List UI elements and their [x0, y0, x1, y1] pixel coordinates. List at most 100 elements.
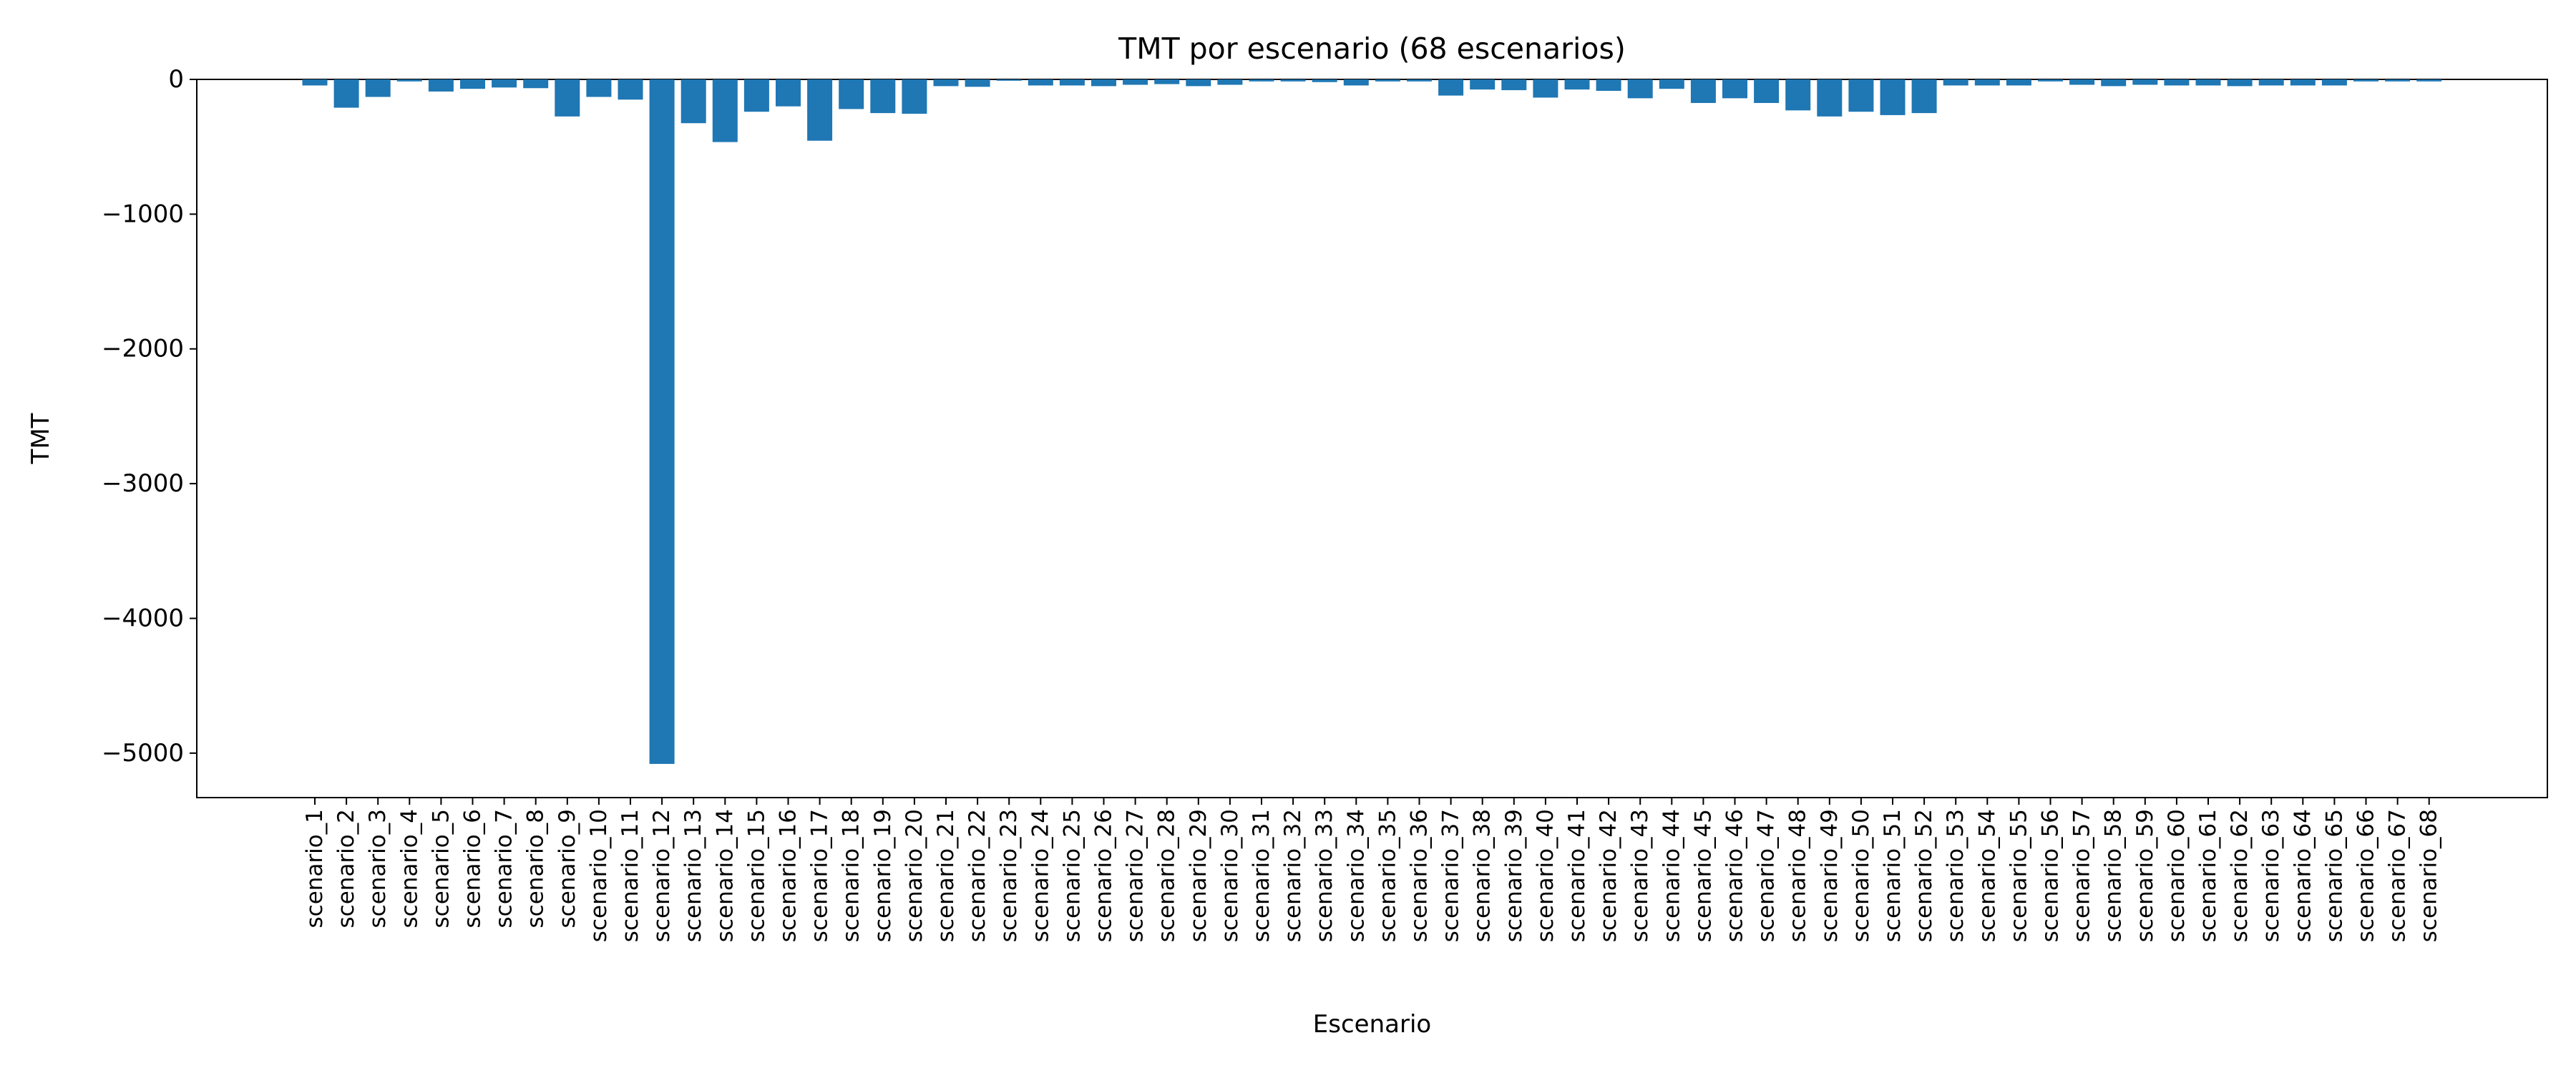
x-tick-label: scenario_48: [1785, 809, 1811, 942]
x-tick-label: scenario_12: [649, 809, 675, 942]
bar-scenario_50: [1848, 79, 1874, 112]
bar-scenario_46: [1722, 79, 1747, 99]
x-tick-label: scenario_7: [492, 809, 517, 928]
y-axis-ticks: 0 −1000 −2000 −3000 −4000 −5000: [102, 65, 197, 768]
x-tick-label: scenario_14: [712, 809, 738, 942]
x-tick-label: scenario_15: [743, 809, 769, 942]
x-tick-label: scenario_62: [2227, 809, 2253, 942]
bar-scenario_27: [1123, 79, 1148, 85]
y-tick-label: −2000: [102, 335, 184, 363]
x-tick-label: scenario_65: [2321, 809, 2347, 942]
x-tick-label: scenario_20: [902, 809, 927, 942]
y-tick-label: −5000: [102, 739, 184, 768]
bar-scenario_26: [1091, 79, 1116, 87]
bar-scenario_67: [2385, 79, 2411, 82]
bar-scenario_31: [1249, 79, 1274, 82]
x-tick-label: scenario_17: [807, 809, 833, 942]
bar-scenario_12: [649, 79, 675, 764]
x-tick-label: scenario_3: [365, 809, 391, 928]
x-tick-label: scenario_33: [1312, 809, 1337, 942]
bar-scenario_58: [2101, 79, 2127, 87]
bar-scenario_9: [555, 79, 580, 117]
bar-scenario_28: [1154, 79, 1180, 84]
x-tick-label: scenario_1: [302, 809, 328, 928]
bar-scenario_8: [523, 79, 549, 89]
bar-scenario_41: [1564, 79, 1590, 90]
bar-scenario_32: [1280, 79, 1306, 82]
x-tick-label: scenario_29: [1186, 809, 1211, 942]
bar-scenario_15: [743, 79, 769, 112]
bar-scenario_65: [2321, 79, 2347, 86]
bar-scenario_11: [618, 79, 643, 100]
bar-scenario_51: [1880, 79, 1906, 115]
x-tick-label: scenario_59: [2132, 809, 2158, 942]
x-tick-label: scenario_10: [586, 809, 612, 942]
bar-scenario_68: [2416, 79, 2442, 82]
bar-scenario_17: [807, 79, 833, 141]
x-tick-label: scenario_54: [1974, 809, 2000, 942]
bar-scenario_66: [2353, 79, 2379, 82]
x-tick-label: scenario_49: [1817, 809, 1843, 942]
x-tick-label: scenario_64: [2290, 809, 2316, 942]
bar-scenario_44: [1659, 79, 1684, 89]
bar-scenario_6: [460, 79, 485, 89]
bar-scenario_2: [333, 79, 359, 108]
x-tick-label: scenario_23: [996, 809, 1022, 942]
x-tick-label: scenario_19: [870, 809, 896, 942]
x-tick-label: scenario_50: [1848, 809, 1874, 942]
x-tick-label: scenario_39: [1501, 809, 1527, 942]
x-tick-label: scenario_41: [1564, 809, 1590, 942]
x-tick-label: scenario_22: [965, 809, 990, 942]
x-tick-label: scenario_56: [2038, 809, 2064, 942]
x-tick-label: scenario_16: [776, 809, 801, 942]
bar-scenario_42: [1596, 79, 1621, 92]
bar-scenario_37: [1438, 79, 1464, 96]
bar-scenario_10: [586, 79, 612, 97]
x-tick-label: scenario_51: [1880, 809, 1906, 942]
bar-scenario_59: [2132, 79, 2158, 85]
x-tick-label: scenario_31: [1249, 809, 1274, 942]
bar-scenario_55: [2006, 79, 2031, 86]
y-tick-label: −3000: [102, 469, 184, 498]
bar-scenario_20: [902, 79, 927, 114]
bar-scenario_48: [1785, 79, 1811, 111]
bar-scenario_13: [680, 79, 706, 124]
y-tick-label: −1000: [102, 200, 184, 228]
chart-title: TMT por escenario (68 escenarios): [1118, 31, 1626, 66]
bar-scenario_23: [996, 79, 1022, 81]
x-tick-label: scenario_24: [1028, 809, 1053, 942]
bar-scenario_38: [1470, 79, 1496, 90]
bar-scenario_7: [492, 79, 517, 88]
bar-scenario_56: [2038, 79, 2063, 82]
y-tick-label: 0: [168, 65, 184, 94]
bar-scenario_45: [1690, 79, 1716, 103]
x-tick-label: scenario_57: [2069, 809, 2095, 942]
bar-scenario_3: [365, 79, 391, 97]
x-tick-label: scenario_66: [2353, 809, 2379, 942]
bar-scenario_18: [839, 79, 864, 109]
bar-scenario_29: [1186, 79, 1211, 87]
bars-group: [302, 79, 2442, 764]
x-tick-label: scenario_37: [1438, 809, 1464, 942]
x-tick-label: scenario_34: [1343, 809, 1369, 942]
bar-scenario_52: [1911, 79, 1937, 114]
bar-scenario_61: [2195, 79, 2221, 86]
bar-scenario_14: [712, 79, 738, 142]
bar-scenario_64: [2290, 79, 2316, 86]
x-tick-label: scenario_11: [618, 809, 643, 942]
bar-scenario_22: [965, 79, 990, 87]
x-tick-label: scenario_2: [333, 809, 359, 928]
bar-scenario_33: [1312, 79, 1337, 82]
x-tick-label: scenario_36: [1407, 809, 1433, 942]
y-tick-label: −4000: [102, 604, 184, 632]
x-tick-label: scenario_6: [460, 809, 486, 928]
bar-scenario_1: [302, 79, 328, 86]
x-tick-label: scenario_8: [523, 809, 549, 928]
x-tick-label: scenario_26: [1091, 809, 1117, 942]
bar-scenario_47: [1754, 79, 1780, 103]
x-tick-label: scenario_61: [2195, 809, 2221, 942]
bar-scenario_30: [1217, 79, 1243, 85]
x-tick-label: scenario_38: [1470, 809, 1496, 942]
